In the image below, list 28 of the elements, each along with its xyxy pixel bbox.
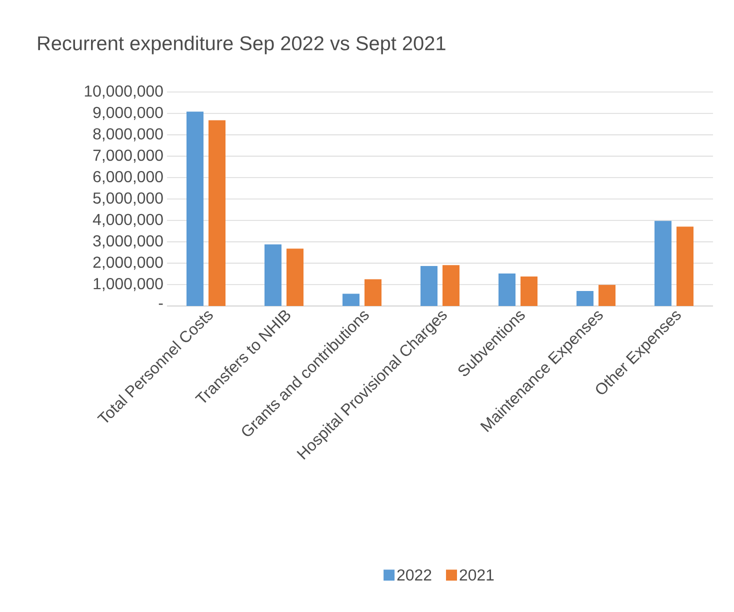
y-tick-label: 7,000,000	[93, 150, 163, 163]
y-tick-label: -	[158, 304, 163, 305]
y-tick-label: 10,000,000	[84, 85, 163, 99]
bar	[286, 248, 304, 306]
bar	[676, 226, 694, 306]
bar	[498, 273, 516, 306]
y-tick-label: 9,000,000	[93, 106, 163, 120]
y-tick-label: 3,000,000	[93, 235, 163, 248]
bar	[420, 266, 438, 306]
bar	[208, 120, 226, 306]
y-tick-label: 6,000,000	[93, 171, 163, 184]
bar	[442, 265, 460, 306]
legend-label: 2022	[397, 569, 432, 581]
bar	[342, 294, 360, 306]
bar	[264, 244, 282, 306]
legend-label: 2021	[460, 569, 494, 581]
y-tick-label: 1,000,000	[94, 278, 163, 292]
y-tick-label: 8,000,000	[93, 128, 163, 142]
bar	[576, 291, 594, 306]
y-tick-label: 5,000,000	[93, 192, 163, 206]
y-tick-label: 2,000,000	[93, 256, 163, 270]
bar	[654, 220, 672, 306]
y-tick-label: 4,000,000	[92, 214, 163, 227]
bar	[186, 112, 204, 306]
bar	[598, 284, 616, 306]
bar	[520, 276, 538, 306]
chart-title: Recurrent expenditure Sep 2022 vs Sept 2021	[38, 36, 446, 54]
bar	[364, 279, 382, 306]
